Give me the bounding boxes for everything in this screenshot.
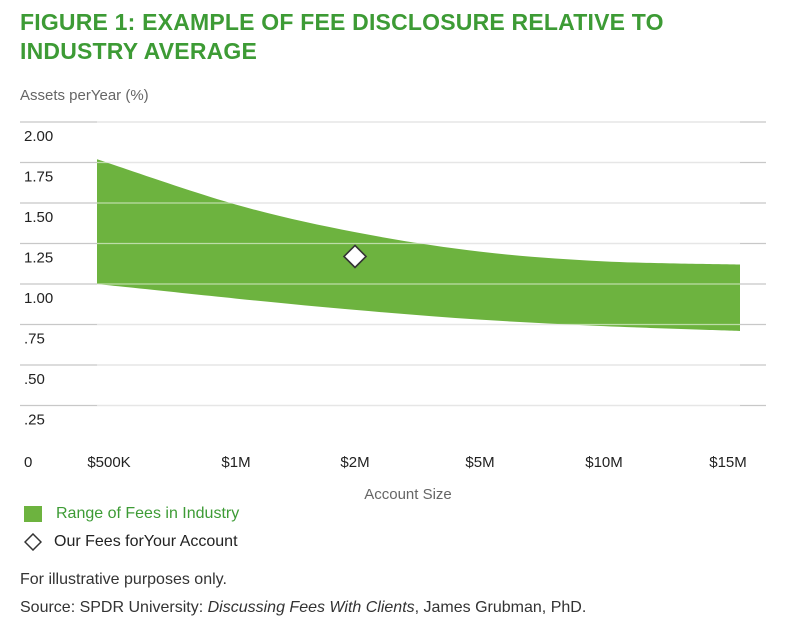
our-fee-marker (342, 244, 368, 269)
chart: 0.25.50.751.001.251.501.752.00 $500K $1M $… (20, 121, 766, 503)
range-of-fees-area (97, 159, 740, 331)
y-tick-label: .50 (24, 371, 45, 388)
x-tick-label: $10M (585, 454, 623, 471)
our-fee-marker-group (342, 244, 368, 269)
footnotes: For illustrative purposes only. Source: … (20, 566, 586, 622)
y-tick-label: 0 (24, 454, 32, 471)
source-title: Discussing Fees With Clients (207, 599, 415, 616)
x-axis-label: Account Size (364, 486, 452, 503)
x-tick-label: $1M (221, 454, 250, 471)
source-suffix: , James Grubman, PhD. (414, 599, 587, 616)
source-note: Source: SPDR University: Discussing Fees… (20, 594, 586, 622)
y-tick-label: 1.75 (24, 169, 53, 186)
legend-item-range: Range of Fees in Industry (24, 500, 239, 528)
y-tick-label: 2.00 (24, 128, 53, 145)
legend-swatch-range (24, 506, 42, 522)
y-tick-label: 1.25 (24, 250, 53, 267)
x-tick-label: $15M (709, 454, 747, 471)
x-tick-label: $500K (87, 454, 130, 471)
y-tick-label: 1.00 (24, 290, 53, 307)
x-tick-labels: $500K $1M $2M $5M $10M $15M (87, 454, 746, 471)
legend-item-ours: Our Fees forYour Account (24, 528, 239, 556)
figure-title: FIGURE 1: EXAMPLE OF FEE DISCLOSURE RELA… (20, 9, 664, 64)
legend-label-ours: Our Fees forYour Account (54, 533, 238, 550)
x-tick-label: $2M (340, 454, 369, 471)
source-prefix: Source: SPDR University: (20, 599, 208, 616)
y-axis-label: Assets perYear (%) (20, 87, 149, 104)
x-tick-label: $5M (465, 454, 494, 471)
legend-label-range: Range of Fees in Industry (56, 505, 240, 522)
fee-range-area (97, 121, 740, 407)
illustrative-note: For illustrative purposes only. (20, 571, 227, 588)
diamond-icon (24, 533, 42, 551)
y-tick-label: .25 (24, 412, 45, 429)
y-tick-labels: 0 .25 .50 .75 1.00 1.25 1.50 1.75 2.00 (24, 128, 53, 471)
y-tick-label: 1.50 (24, 209, 53, 226)
y-tick-label: .75 (24, 331, 45, 348)
legend: Range of Fees in Industry Our Fees forYo… (24, 500, 239, 556)
